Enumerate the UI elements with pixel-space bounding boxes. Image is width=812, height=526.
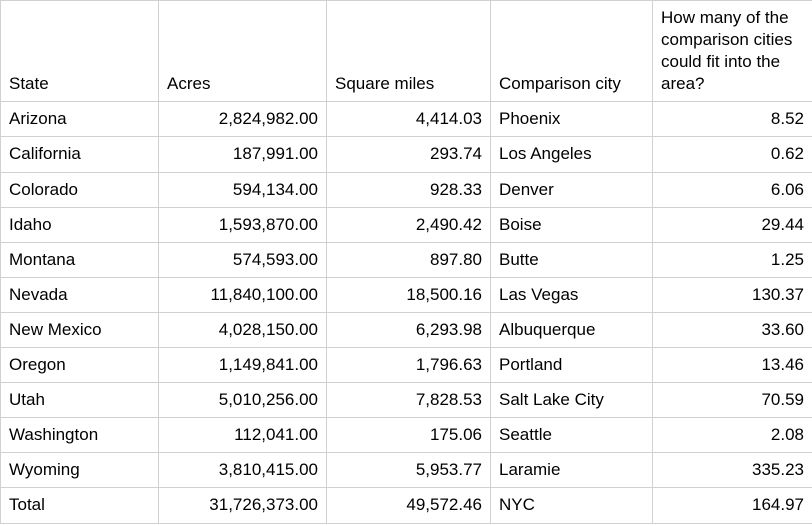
- cell-acres: 1,593,870.00: [159, 207, 327, 242]
- table-header: State Acres Square miles Comparison city…: [1, 1, 812, 102]
- cell-state: Washington: [1, 418, 159, 453]
- cell-city: Phoenix: [491, 102, 653, 137]
- table-row: Arizona 2,824,982.00 4,414.03 Phoenix 8.…: [1, 102, 812, 137]
- cell-city: Denver: [491, 172, 653, 207]
- header-city: Comparison city: [491, 1, 653, 102]
- cell-state: Idaho: [1, 207, 159, 242]
- cell-acres: 594,134.00: [159, 172, 327, 207]
- cell-city: Butte: [491, 242, 653, 277]
- cell-acres: 574,593.00: [159, 242, 327, 277]
- cell-city: Laramie: [491, 453, 653, 488]
- header-row: State Acres Square miles Comparison city…: [1, 1, 812, 102]
- table-row: New Mexico 4,028,150.00 6,293.98 Albuque…: [1, 312, 812, 347]
- cell-sqmi: 49,572.46: [327, 488, 491, 523]
- cell-fit: 335.23: [653, 453, 812, 488]
- cell-fit: 70.59: [653, 383, 812, 418]
- cell-sqmi: 2,490.42: [327, 207, 491, 242]
- cell-fit: 1.25: [653, 242, 812, 277]
- cell-acres: 11,840,100.00: [159, 277, 327, 312]
- cell-acres: 1,149,841.00: [159, 348, 327, 383]
- cell-city: Seattle: [491, 418, 653, 453]
- table-row: Oregon 1,149,841.00 1,796.63 Portland 13…: [1, 348, 812, 383]
- table-body: Arizona 2,824,982.00 4,414.03 Phoenix 8.…: [1, 102, 812, 523]
- cell-state: Utah: [1, 383, 159, 418]
- table-row: Nevada 11,840,100.00 18,500.16 Las Vegas…: [1, 277, 812, 312]
- cell-sqmi: 6,293.98: [327, 312, 491, 347]
- data-table: State Acres Square miles Comparison city…: [0, 0, 812, 524]
- cell-city: Albuquerque: [491, 312, 653, 347]
- cell-acres: 5,010,256.00: [159, 383, 327, 418]
- cell-sqmi: 5,953.77: [327, 453, 491, 488]
- table-row: Wyoming 3,810,415.00 5,953.77 Laramie 33…: [1, 453, 812, 488]
- cell-state: Nevada: [1, 277, 159, 312]
- cell-sqmi: 18,500.16: [327, 277, 491, 312]
- cell-fit: 8.52: [653, 102, 812, 137]
- cell-acres: 3,810,415.00: [159, 453, 327, 488]
- cell-acres: 2,824,982.00: [159, 102, 327, 137]
- cell-state: Montana: [1, 242, 159, 277]
- cell-fit: 130.37: [653, 277, 812, 312]
- cell-state: Oregon: [1, 348, 159, 383]
- table-row: California 187,991.00 293.74 Los Angeles…: [1, 137, 812, 172]
- cell-fit: 13.46: [653, 348, 812, 383]
- cell-state: Wyoming: [1, 453, 159, 488]
- cell-city: Portland: [491, 348, 653, 383]
- cell-city: Salt Lake City: [491, 383, 653, 418]
- cell-acres: 4,028,150.00: [159, 312, 327, 347]
- cell-fit: 6.06: [653, 172, 812, 207]
- cell-city: Boise: [491, 207, 653, 242]
- cell-acres: 31,726,373.00: [159, 488, 327, 523]
- cell-sqmi: 4,414.03: [327, 102, 491, 137]
- cell-acres: 187,991.00: [159, 137, 327, 172]
- cell-fit: 0.62: [653, 137, 812, 172]
- table-row: Idaho 1,593,870.00 2,490.42 Boise 29.44: [1, 207, 812, 242]
- cell-fit: 33.60: [653, 312, 812, 347]
- header-sqmi: Square miles: [327, 1, 491, 102]
- cell-city: Los Angeles: [491, 137, 653, 172]
- table-row: Washington 112,041.00 175.06 Seattle 2.0…: [1, 418, 812, 453]
- cell-state: California: [1, 137, 159, 172]
- cell-sqmi: 7,828.53: [327, 383, 491, 418]
- cell-city: NYC: [491, 488, 653, 523]
- header-acres: Acres: [159, 1, 327, 102]
- table-row: Montana 574,593.00 897.80 Butte 1.25: [1, 242, 812, 277]
- cell-state: Colorado: [1, 172, 159, 207]
- cell-acres: 112,041.00: [159, 418, 327, 453]
- table-row-total: Total 31,726,373.00 49,572.46 NYC 164.97: [1, 488, 812, 523]
- cell-city: Las Vegas: [491, 277, 653, 312]
- cell-sqmi: 928.33: [327, 172, 491, 207]
- cell-fit: 2.08: [653, 418, 812, 453]
- cell-sqmi: 1,796.63: [327, 348, 491, 383]
- cell-sqmi: 175.06: [327, 418, 491, 453]
- cell-fit: 164.97: [653, 488, 812, 523]
- table-row: Colorado 594,134.00 928.33 Denver 6.06: [1, 172, 812, 207]
- header-state: State: [1, 1, 159, 102]
- cell-state: Total: [1, 488, 159, 523]
- cell-fit: 29.44: [653, 207, 812, 242]
- cell-sqmi: 897.80: [327, 242, 491, 277]
- cell-state: New Mexico: [1, 312, 159, 347]
- table-row: Utah 5,010,256.00 7,828.53 Salt Lake Cit…: [1, 383, 812, 418]
- header-fit: How many of the comparison cities could …: [653, 1, 812, 102]
- cell-sqmi: 293.74: [327, 137, 491, 172]
- cell-state: Arizona: [1, 102, 159, 137]
